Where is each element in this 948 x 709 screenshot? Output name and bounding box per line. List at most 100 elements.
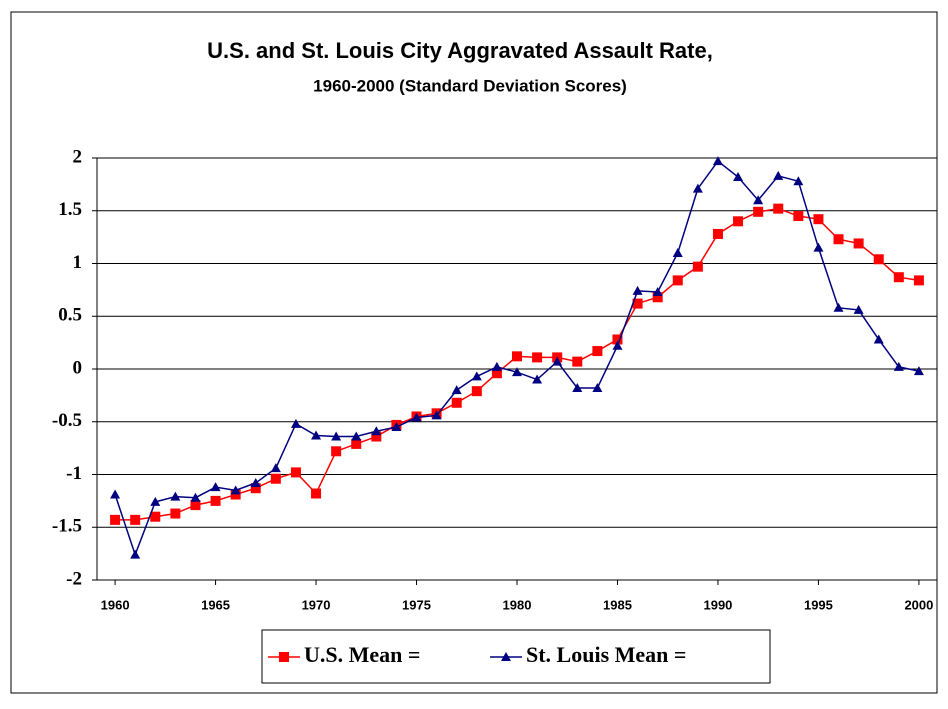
chart-subtitle: 1960-2000 (Standard Deviation Scores): [313, 76, 627, 95]
data-point: [672, 275, 683, 286]
data-point: [290, 418, 301, 428]
data-point: [753, 195, 764, 205]
data-point: [652, 292, 663, 303]
data-point: [190, 500, 201, 511]
data-point: [592, 346, 603, 357]
y-tick-label: -1.5: [52, 516, 82, 537]
data-point: [311, 430, 322, 440]
data-point: [130, 514, 141, 525]
data-point: [813, 214, 824, 225]
y-tick-label: -0.5: [52, 410, 82, 431]
data-point: [170, 508, 181, 519]
data-point: [371, 431, 382, 442]
data-point: [753, 206, 764, 217]
data-point: [873, 334, 884, 344]
data-point: [471, 371, 482, 381]
data-point: [391, 422, 402, 432]
data-point: [712, 228, 723, 239]
data-point: [331, 431, 342, 441]
y-tick-label: -2: [66, 568, 82, 589]
legend-label: U.S. Mean =: [304, 642, 420, 667]
y-tick-label: 0: [73, 357, 83, 378]
data-point: [853, 304, 864, 314]
data-point: [451, 385, 462, 395]
data-point: [351, 431, 362, 441]
data-point: [290, 467, 301, 478]
data-point: [773, 170, 784, 180]
x-tick-label: 1965: [201, 597, 230, 612]
data-point: [793, 176, 804, 186]
data-point: [733, 171, 744, 181]
chart-border: [10, 11, 938, 694]
data-point: [692, 261, 703, 272]
data-point: [572, 356, 583, 367]
y-tick-label: 1: [73, 252, 83, 273]
data-point: [250, 477, 261, 487]
data-point: [270, 463, 281, 473]
data-point: [512, 351, 522, 362]
data-point: [250, 483, 261, 494]
data-point: [833, 234, 844, 245]
legend-marker: [279, 652, 289, 662]
data-point: [170, 491, 181, 501]
data-point: [552, 356, 563, 366]
data-point: [431, 410, 442, 420]
x-tick-label: 2000: [904, 597, 933, 612]
data-point: [672, 247, 683, 257]
y-tick-label: 1.5: [58, 199, 82, 220]
data-point: [873, 254, 884, 265]
data-point: [712, 156, 723, 166]
legend-label: St. Louis Mean =: [526, 642, 686, 667]
legend-marker: [501, 652, 511, 661]
data-point: [632, 298, 643, 309]
data-point: [773, 203, 784, 214]
data-point: [833, 302, 844, 312]
data-point: [813, 242, 824, 252]
data-point: [110, 489, 121, 499]
data-point: [150, 496, 161, 506]
data-point: [371, 426, 382, 436]
data-point: [351, 438, 362, 449]
x-tick-label: 1990: [703, 597, 732, 612]
data-point: [512, 367, 522, 377]
y-tick-label: 0.5: [58, 305, 82, 326]
data-point: [270, 473, 281, 484]
data-point: [652, 286, 663, 296]
data-point: [411, 412, 422, 422]
data-point: [913, 275, 924, 286]
data-point: [592, 382, 603, 392]
data-point: [190, 492, 201, 502]
data-point: [913, 366, 924, 376]
data-point: [471, 386, 482, 397]
y-tick-label: 2: [73, 146, 83, 167]
data-point: [110, 514, 121, 525]
data-point: [311, 488, 322, 499]
data-point: [793, 211, 804, 222]
data-point: [632, 285, 643, 295]
data-point: [612, 340, 623, 350]
x-tick-label: 1975: [402, 597, 431, 612]
data-point: [532, 374, 543, 384]
y-tick-label: -1: [66, 463, 82, 484]
x-tick-label: 1995: [804, 597, 833, 612]
data-point: [210, 482, 221, 492]
data-point: [210, 495, 221, 506]
x-tick-label: 1960: [101, 597, 130, 612]
data-point: [692, 183, 703, 193]
data-point: [331, 446, 342, 457]
data-point: [150, 511, 161, 522]
chart-title: U.S. and St. Louis City Aggravated Assau…: [207, 38, 713, 63]
data-point: [451, 397, 462, 408]
x-tick-label: 1970: [302, 597, 331, 612]
data-point: [491, 368, 502, 379]
data-point: [893, 272, 904, 283]
data-point: [130, 549, 141, 559]
data-point: [893, 361, 904, 371]
x-tick-label: 1980: [503, 597, 532, 612]
data-point: [532, 352, 543, 363]
x-tick-label: 1985: [603, 597, 632, 612]
data-point: [612, 334, 623, 345]
data-point: [230, 485, 241, 495]
data-point: [572, 382, 583, 392]
